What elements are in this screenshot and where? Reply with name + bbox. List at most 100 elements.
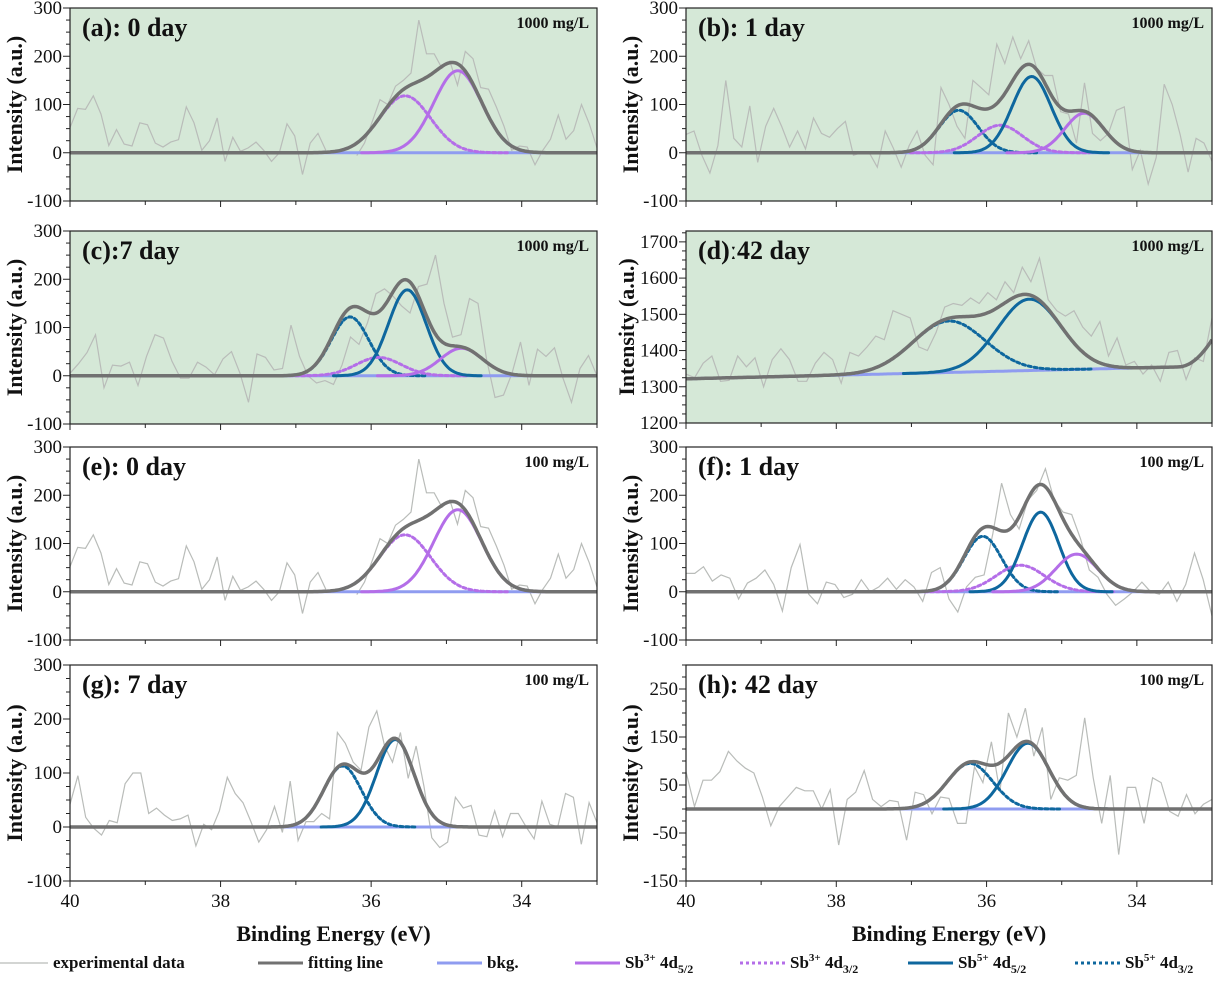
legend-item-fitting: fitting line [258, 953, 384, 972]
experimental-data-line [70, 458, 597, 614]
y-tick-label: -100 [643, 191, 678, 212]
experimental-data-line [686, 256, 1212, 389]
y-tick-label: 300 [34, 0, 63, 19]
y-tick-label: 100 [34, 534, 63, 555]
x-tick-label: 34 [1127, 891, 1147, 912]
fitting-line [686, 482, 1212, 594]
concentration-label: 100 mg/L [1140, 672, 1204, 689]
panel-h: -150 -50 50 150 250 40 38 36 34 Binding Energy (e… [618, 664, 1213, 946]
legend-label: experimental data [53, 953, 185, 972]
experimental-data-line [70, 709, 597, 849]
panel-a: -100 0 100 200 300 Intensity (a.u.) (a): 0 day… [2, 0, 598, 212]
legend-superscript: 3+ [809, 952, 821, 964]
y-tick-label: -100 [27, 414, 62, 435]
y-tick-label: -150 [643, 871, 678, 892]
plot-content [686, 466, 1212, 617]
component-sb5-52 [332, 288, 483, 378]
plot-frame [685, 230, 1213, 424]
fitting-line [70, 60, 597, 155]
y-tick-label: 150 [650, 727, 679, 748]
legend-item-bkg: bkg. [437, 953, 519, 972]
panel-title: (d)ː42 day [698, 236, 810, 265]
concentration-label: 1000 mg/L [517, 15, 589, 32]
y-axis-title: Intensity (a.u.) [2, 259, 27, 397]
component-sb3-32 [923, 563, 1118, 594]
x-tick-label: 36 [977, 891, 996, 912]
plot-area [70, 231, 597, 424]
fitting-line [686, 62, 1212, 155]
x-tick-label: 34 [512, 891, 532, 912]
legend-label-text: experimental data [53, 953, 185, 972]
legend-superscript: 3+ [644, 952, 656, 964]
concentration-label: 100 mg/L [525, 454, 589, 471]
plot-area [70, 8, 597, 201]
plot-content [70, 19, 597, 175]
fitting-line [70, 499, 597, 594]
panel-c: -100 0 100 200 300 Intensity (a.u.) (c):7 day 1… [2, 221, 598, 435]
y-tick-label: 100 [34, 318, 63, 339]
y-tick-label: 0 [669, 143, 679, 164]
y-tick-label: 1600 [640, 268, 678, 289]
y-tick-label: 100 [34, 763, 63, 784]
legend-subscript: 3/2 [1178, 962, 1193, 976]
y-tick-label: 200 [650, 485, 679, 506]
y-axis-title: Intensity (a.u.) [2, 704, 27, 842]
plot-content [70, 709, 597, 849]
panel-title: (c):7 day [82, 236, 179, 265]
legend-label-text: fitting line [308, 953, 384, 972]
experimental-data-line [70, 254, 597, 405]
y-tick-label: 0 [53, 817, 63, 838]
plot-content [70, 254, 597, 405]
legend-item-experimental: experimental data [0, 953, 185, 972]
panel-title: (b): 1 day [698, 13, 805, 42]
y-tick-label: -100 [27, 871, 62, 892]
y-tick-label: 200 [34, 485, 63, 506]
panel-b: -100 0 100 200 300 Intensity (a.u.) (b): 1 day… [618, 0, 1213, 212]
experimental-data-line [686, 35, 1212, 187]
legend-subscript: 5/2 [678, 962, 693, 976]
plot-area [686, 447, 1212, 640]
y-tick-label: 100 [650, 534, 679, 555]
y-tick-label: 200 [34, 709, 63, 730]
y-tick-label: -50 [653, 823, 678, 844]
y-tick-label: 100 [650, 95, 679, 116]
experimental-data-line [686, 466, 1212, 617]
panel-title: (e): 0 day [82, 452, 186, 481]
y-tick-label: 0 [53, 366, 63, 387]
fitting-line [70, 277, 597, 378]
panel-f: -100 0 100 200 300 Intensity (a.u.) (f): 1 day… [618, 437, 1213, 651]
concentration-label: 1000 mg/L [1132, 238, 1204, 255]
component-sb3-32 [908, 123, 1091, 155]
y-tick-label: 300 [34, 437, 63, 458]
concentration-label: 100 mg/L [525, 672, 589, 689]
y-axis-title: Intensity (a.u.) [2, 475, 27, 613]
panel-title: (f): 1 day [698, 452, 799, 481]
y-tick-label: -100 [27, 191, 62, 212]
legend-superscript: 5+ [1144, 952, 1156, 964]
y-tick-label: 100 [34, 95, 63, 116]
y-tick-label: 1300 [640, 377, 678, 398]
x-tick-label: 40 [61, 891, 80, 912]
component-sb5-52 [952, 74, 1111, 155]
legend-item-sb5-52: Sb5+ 4d5/2 [908, 952, 1026, 976]
legend-orbital: 4d [1156, 953, 1179, 972]
plot-area [686, 231, 1212, 423]
y-tick-label: 300 [650, 437, 679, 458]
x-tick-label: 36 [362, 891, 381, 912]
x-axis-title: Binding Energy (eV) [236, 921, 430, 946]
component-sb3-32 [288, 355, 471, 378]
legend-orbital: 4d [656, 953, 679, 972]
x-axis-title: Binding Energy (eV) [852, 921, 1046, 946]
y-axis-title: Intensity (a.u.) [614, 258, 639, 396]
y-tick-label: -100 [27, 630, 62, 651]
panel-e: -100 0 100 200 300 Intensity (a.u.) (e): 0 day… [2, 437, 598, 651]
experimental-data-line [70, 19, 597, 175]
legend-subscript: 5/2 [1011, 962, 1026, 976]
fitting-line [70, 736, 597, 829]
y-tick-label: 1500 [640, 304, 678, 325]
legend: experimental data fitting line bkg. Sb3+ 4d… [0, 952, 1193, 976]
panel-title: (h): 42 day [698, 670, 818, 699]
plot-content [686, 256, 1212, 389]
y-tick-label: 0 [669, 582, 679, 603]
